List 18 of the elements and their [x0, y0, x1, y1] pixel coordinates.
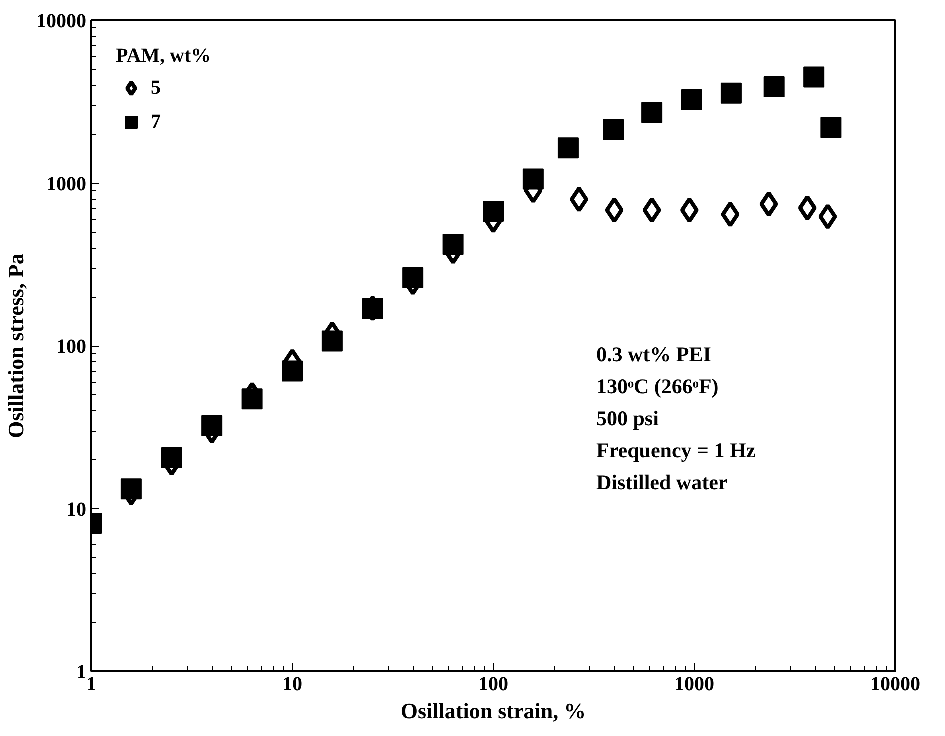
x-tick-label: 100 [478, 674, 508, 696]
y-tick-label: 100 [56, 336, 86, 358]
annotation: Distilled water [596, 470, 728, 494]
x-tick-label: 1000 [674, 674, 714, 696]
x-tick-label: 10000 [870, 674, 920, 696]
legend-title: PAM, wt% [116, 45, 212, 68]
legend-label: 5 [151, 76, 162, 100]
y-axis-title: Osillation stress, Pa [4, 254, 28, 438]
y-tick-label: 10000 [36, 10, 86, 32]
y-tick-label: 1000 [46, 173, 86, 196]
x-tick-label: 10 [282, 674, 302, 696]
x-axis-title: Osillation strain, % [400, 698, 586, 724]
annotation: 0.3 wt% PEI [596, 342, 712, 366]
annotation: 500 psi [596, 406, 660, 430]
annotation: 130ᵒC (266ᵒF) [596, 374, 719, 398]
legend-label: 7 [151, 110, 162, 134]
y-tick-label: 10 [66, 498, 86, 521]
annotation: Frequency = 1 Hz [596, 438, 756, 462]
